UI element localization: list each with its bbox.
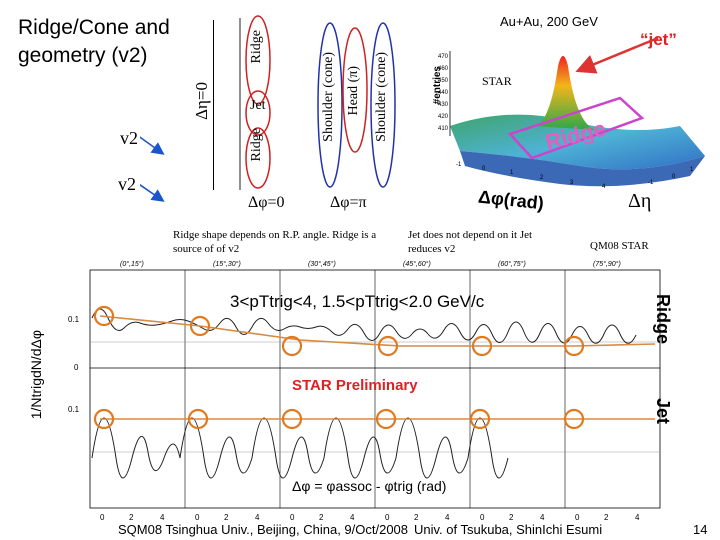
- svg-text:2: 2: [414, 513, 419, 522]
- jet-ellipse: [245, 90, 271, 136]
- ridge-side-label: Ridge: [653, 294, 673, 345]
- shoulder-right-ellipse: [370, 22, 396, 188]
- deta-axis-label: Δη: [628, 190, 652, 212]
- svg-text:2: 2: [509, 513, 514, 522]
- v2-upper-label: v2: [120, 128, 138, 148]
- note-jet: Jet does not depend on it Jet reduces v2: [408, 229, 533, 255]
- shoulder-left-label: Shoulder (cone): [321, 52, 336, 142]
- svg-text:2: 2: [129, 513, 134, 522]
- correlation-panels: (0°,15°) (15°,30°) (30°,45°) (45°,60°) (…: [68, 260, 661, 522]
- note-ridge: Ridge shape depends on R.P. angle. Ridge…: [173, 229, 377, 255]
- y-axis-label: 1/NtrigdN/dΔφ: [28, 330, 44, 420]
- svg-text:0: 0: [195, 513, 200, 522]
- svg-text:0: 0: [74, 363, 79, 372]
- svg-text:450: 450: [438, 78, 449, 84]
- ridge-data-trace: [91, 308, 637, 344]
- svg-text:-1: -1: [456, 162, 462, 168]
- star-preliminary-label: STAR Preliminary: [292, 377, 418, 394]
- head-ellipse: [342, 27, 368, 153]
- v2-lower-label: v2: [118, 174, 136, 194]
- svg-text:0: 0: [290, 513, 295, 522]
- svg-text:0: 0: [100, 513, 105, 522]
- svg-text:(30°,45°): (30°,45°): [308, 260, 336, 268]
- svg-text:4: 4: [255, 513, 260, 522]
- shoulder-left-ellipse: [317, 22, 343, 188]
- ridge-bottom-label: Ridge: [249, 128, 264, 162]
- svg-text:3: 3: [570, 180, 574, 186]
- slide-title: Ridge/Cone and geometry (v2): [18, 16, 170, 67]
- svg-text:4: 4: [445, 513, 450, 522]
- svg-text:0.1: 0.1: [68, 315, 80, 324]
- svg-text:0: 0: [575, 513, 580, 522]
- jet-label: Jet: [250, 98, 266, 113]
- entries-axis-label: #entries: [432, 66, 443, 105]
- svg-text:410: 410: [438, 126, 449, 132]
- svg-text:4: 4: [160, 513, 165, 522]
- footer-mid: Univ. of Tsukuba, ShinIchi Esumi: [414, 522, 603, 537]
- qm08-label: QM08 STAR: [590, 240, 649, 252]
- head-label: Head (π): [346, 66, 361, 116]
- svg-text:0: 0: [482, 166, 486, 172]
- svg-text:0.1: 0.1: [68, 405, 80, 414]
- svg-text:4: 4: [540, 513, 545, 522]
- svg-text:(15°,30°): (15°,30°): [213, 260, 241, 268]
- shoulder-right-label: Shoulder (cone): [374, 52, 389, 142]
- ridge-fit-curve: [99, 315, 656, 347]
- svg-text:420: 420: [438, 114, 449, 120]
- svg-text:2: 2: [319, 513, 324, 522]
- svg-text:440: 440: [438, 90, 449, 96]
- svg-text:2: 2: [604, 513, 609, 522]
- jet-data-trace: [91, 417, 509, 479]
- ridge-top-label: Ridge: [249, 30, 264, 64]
- svg-text:1: 1: [510, 170, 514, 176]
- ridge-box: [507, 96, 645, 160]
- svg-text:0: 0: [480, 513, 485, 522]
- jet-quote-label: “jet”: [640, 30, 677, 49]
- jet-peak: [535, 56, 595, 130]
- svg-text:1: 1: [690, 167, 694, 173]
- footer-left: SQM08 Tsinghua Univ., Beijing, China, 9/…: [118, 522, 409, 537]
- svg-text:430: 430: [438, 102, 449, 108]
- x-axis-label: Δφ = φassoc - φtrig (rad): [292, 478, 447, 494]
- svg-text:(45°,60°): (45°,60°): [403, 260, 431, 268]
- dphi-zero-label: Δφ=0: [248, 194, 285, 211]
- svg-text:2: 2: [540, 175, 544, 181]
- svg-text:-1: -1: [648, 180, 654, 186]
- svg-text:0: 0: [385, 513, 390, 522]
- v2-arrow-lower: [140, 183, 165, 202]
- svg-text:4: 4: [350, 513, 355, 522]
- svg-text:(75°,90°): (75°,90°): [593, 260, 621, 268]
- svg-text:4: 4: [635, 513, 640, 522]
- pt-cut-label: 3<pTtrig<4, 1.5<pTtrig<2.0 GeV/c: [230, 292, 485, 311]
- star-logo-text: STAR: [482, 74, 512, 88]
- bracket-line: [213, 20, 214, 190]
- svg-text:2: 2: [224, 513, 229, 522]
- svg-text:470: 470: [438, 54, 449, 60]
- svg-text:(0°,15°): (0°,15°): [120, 260, 144, 268]
- svg-text:0: 0: [672, 174, 676, 180]
- jet-side-label: Jet: [653, 398, 673, 425]
- dphi-pi-label: Δφ=π: [330, 194, 367, 211]
- svg-text:(60°,75°): (60°,75°): [498, 260, 526, 268]
- svg-text:4: 4: [602, 184, 606, 190]
- geometry-diagram: [140, 15, 396, 202]
- ridge-bottom-ellipse: [245, 127, 271, 189]
- v2-arrow-upper: [140, 136, 165, 155]
- svg-text:460: 460: [438, 66, 449, 72]
- ridge-top-ellipse: [245, 15, 271, 105]
- page-number: 14: [693, 522, 708, 537]
- collision-label: Au+Au, 200 GeV: [500, 14, 598, 29]
